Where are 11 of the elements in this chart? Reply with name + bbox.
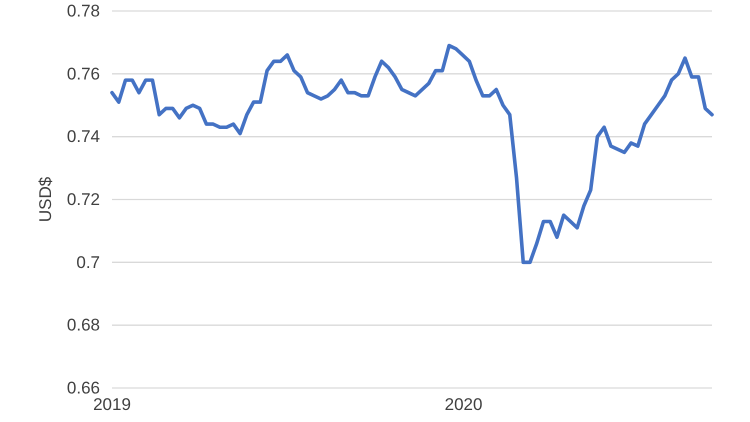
line-series: [110, 44, 714, 264]
y-axis-title: USD$: [36, 176, 55, 222]
y-tick-label: 0.66: [66, 378, 100, 398]
y-tick-label: 0.7: [76, 252, 100, 272]
y-tick-label: 0.72: [66, 190, 100, 209]
x-tick-label: 2019: [93, 395, 131, 414]
y-tick-label: 0.74: [66, 127, 100, 146]
y-tick-label: 0.68: [66, 316, 100, 335]
x-tick-label: 2020: [444, 395, 482, 414]
y-tick-label: 0.76: [66, 64, 100, 84]
y-tick-label: 0.78: [66, 1, 100, 20]
